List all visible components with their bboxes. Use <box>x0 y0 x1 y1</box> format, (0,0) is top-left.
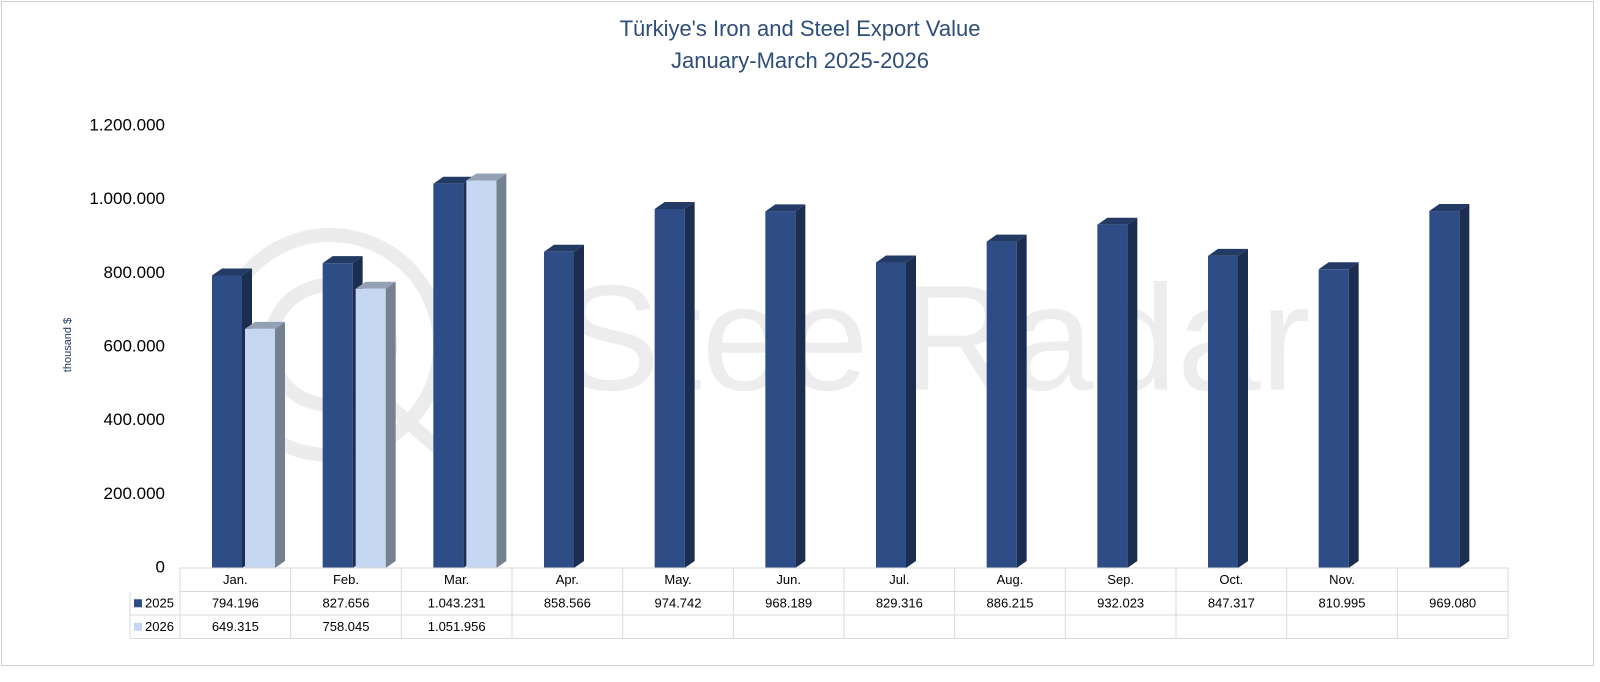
bar-top <box>1429 204 1470 212</box>
x-tick-label: Mar. <box>444 572 469 587</box>
bar-side <box>275 321 285 568</box>
x-tick-label: Aug. <box>997 572 1024 587</box>
x-tick-label: Jan. <box>223 572 248 587</box>
x-tick-label: Oct. <box>1219 572 1243 587</box>
bar <box>654 208 685 568</box>
x-tick-label: Jul. <box>889 572 909 587</box>
y-tick-label: 0 <box>156 557 165 576</box>
y-tick-label: 1.000.000 <box>89 189 165 208</box>
bar-top <box>544 244 584 252</box>
bar <box>544 251 574 568</box>
x-tick-label: Nov. <box>1329 572 1355 587</box>
bar <box>1318 269 1349 568</box>
bar-side <box>906 255 916 568</box>
bar-top <box>986 234 1027 242</box>
bar-top <box>433 176 474 184</box>
bar <box>986 241 1017 569</box>
bar-top <box>466 173 507 181</box>
bar-top <box>245 321 285 329</box>
x-tick-label: Sep. <box>1107 572 1134 587</box>
bar-top <box>322 256 363 264</box>
data-table-value: 829.316 <box>876 596 923 611</box>
bar <box>1208 255 1238 568</box>
bar <box>876 262 906 568</box>
y-tick-label: 800.000 <box>104 263 165 282</box>
bar-side <box>496 173 507 568</box>
bar <box>245 328 275 568</box>
data-table-value: 858.566 <box>544 596 591 611</box>
bar-top <box>876 255 916 263</box>
legend-swatch <box>134 622 142 631</box>
y-tick-label: 200.000 <box>104 484 165 503</box>
y-tick-label: 1.200.000 <box>89 115 165 134</box>
data-table-value: 649.315 <box>212 619 259 634</box>
data-table-value: 1.043.231 <box>428 596 486 611</box>
x-tick-label: Apr. <box>556 572 579 587</box>
legend-label: 2026 <box>145 619 174 634</box>
bar <box>433 183 464 568</box>
bar <box>1097 224 1128 568</box>
bar-side <box>1238 248 1248 568</box>
legend-swatch <box>134 599 142 608</box>
bar-top <box>1097 217 1138 225</box>
bar <box>322 263 353 568</box>
bar <box>212 275 242 568</box>
bar-side <box>684 201 695 568</box>
data-table-value: 810.995 <box>1319 596 1366 611</box>
y-axis-label: thousand $ <box>62 318 74 372</box>
data-table-value: 969.080 <box>1429 596 1476 611</box>
chart-subtitle: January-March 2025-2026 <box>671 48 929 73</box>
bar-top <box>355 281 396 289</box>
y-tick-label: 600.000 <box>104 336 165 355</box>
bar-top <box>654 201 695 209</box>
data-table-value: 1.051.956 <box>428 619 486 634</box>
x-tick-label: May. <box>664 572 691 587</box>
y-tick-label: 400.000 <box>104 410 165 429</box>
data-table-value: 847.317 <box>1208 596 1255 611</box>
x-tick-label: Feb. <box>333 572 359 587</box>
bar-top <box>212 268 252 276</box>
bar-side <box>574 244 584 568</box>
bar <box>1429 211 1460 568</box>
bar-side <box>1459 204 1470 568</box>
data-table-value: 758.045 <box>323 619 370 634</box>
bar-side <box>385 281 396 568</box>
x-tick-label: Jun. <box>776 572 801 587</box>
bar-side <box>1348 262 1359 568</box>
chart-title: Türkiye's Iron and Steel Export Value <box>620 16 981 41</box>
bar <box>355 288 386 568</box>
bar-top <box>1208 248 1248 256</box>
data-table-value: 974.742 <box>655 596 702 611</box>
legend-label: 2025 <box>145 596 174 611</box>
data-table-value: 968.189 <box>765 596 812 611</box>
data-table-value: 932.023 <box>1097 596 1144 611</box>
plot: 0 200.000 400.000 600.000 800.000 1.000.000 1.… <box>89 115 1509 639</box>
bar <box>466 180 497 568</box>
bar-top <box>765 204 806 212</box>
data-table-value: 886.215 <box>987 596 1034 611</box>
bar-side <box>795 204 806 568</box>
data-table-value: 827.656 <box>323 596 370 611</box>
bar-side <box>1016 234 1027 569</box>
data-table-value: 794.196 <box>212 596 259 611</box>
bar-top <box>1318 262 1359 270</box>
bar-side <box>1127 217 1138 568</box>
bar <box>765 211 796 568</box>
